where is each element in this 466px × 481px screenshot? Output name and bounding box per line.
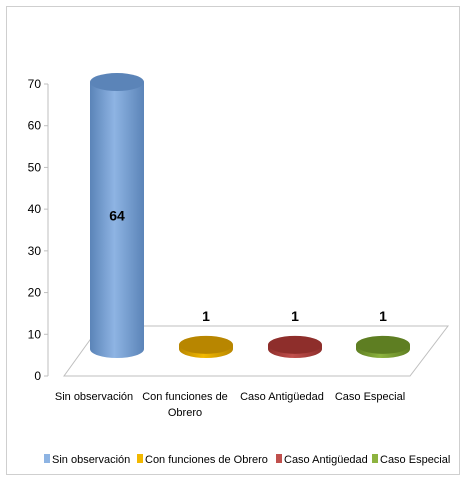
bar bbox=[90, 73, 144, 359]
legend-item: Con funciones de Obrero bbox=[137, 454, 268, 466]
x-tick-label: Sin observación bbox=[55, 391, 133, 403]
y-tick-label: 70 bbox=[28, 77, 42, 91]
y-tick-label: 20 bbox=[28, 286, 42, 300]
y-tick-label: 30 bbox=[28, 244, 42, 258]
x-tick-label: Con funciones de Obrero bbox=[142, 391, 228, 419]
bar-body bbox=[90, 82, 144, 359]
chart-floor bbox=[63, 325, 450, 377]
x-tick-label: Caso Antigüedad bbox=[240, 391, 324, 403]
y-tick-label: 60 bbox=[28, 119, 42, 133]
x-axis: Sin observación Con funciones de Obrero Cas… bbox=[55, 391, 405, 419]
legend: Sin observación Con funciones de Obrero Ca… bbox=[44, 454, 450, 466]
chart-frame bbox=[6, 6, 460, 475]
legend-swatch bbox=[44, 454, 50, 463]
legend-swatch bbox=[276, 454, 282, 463]
legend-label: Sin observación bbox=[52, 454, 130, 466]
bar bbox=[179, 335, 233, 358]
legend-item: Caso Antigüedad bbox=[276, 454, 368, 466]
legend-label: Caso Especial bbox=[380, 454, 450, 466]
bar bbox=[356, 335, 410, 358]
data-label: 1 bbox=[379, 308, 387, 324]
y-axis: 0 10 20 30 40 50 60 70 bbox=[28, 77, 49, 383]
floor-plane bbox=[63, 325, 450, 377]
legend-label: Con funciones de Obrero bbox=[145, 454, 268, 466]
y-tick-label: 50 bbox=[28, 160, 42, 174]
bar-top bbox=[179, 335, 233, 354]
legend-item: Caso Especial bbox=[372, 454, 450, 466]
legend-label: Caso Antigüedad bbox=[284, 454, 368, 466]
legend-swatch bbox=[137, 454, 143, 463]
data-label: 64 bbox=[109, 208, 125, 224]
bar bbox=[268, 335, 322, 358]
data-label: 1 bbox=[291, 308, 299, 324]
y-tick-label: 0 bbox=[34, 369, 41, 383]
legend-item: Sin observación bbox=[44, 454, 130, 466]
data-label: 1 bbox=[202, 308, 210, 324]
bar-top bbox=[356, 335, 410, 354]
legend-swatch bbox=[372, 454, 378, 463]
y-tick-label: 40 bbox=[28, 202, 42, 216]
bars bbox=[90, 73, 410, 359]
y-tick-label: 10 bbox=[28, 327, 42, 341]
bar-top bbox=[268, 335, 322, 354]
bar-top bbox=[90, 73, 144, 92]
data-labels: 64 1 1 1 bbox=[109, 208, 387, 324]
x-tick-label: Caso Especial bbox=[335, 391, 405, 403]
